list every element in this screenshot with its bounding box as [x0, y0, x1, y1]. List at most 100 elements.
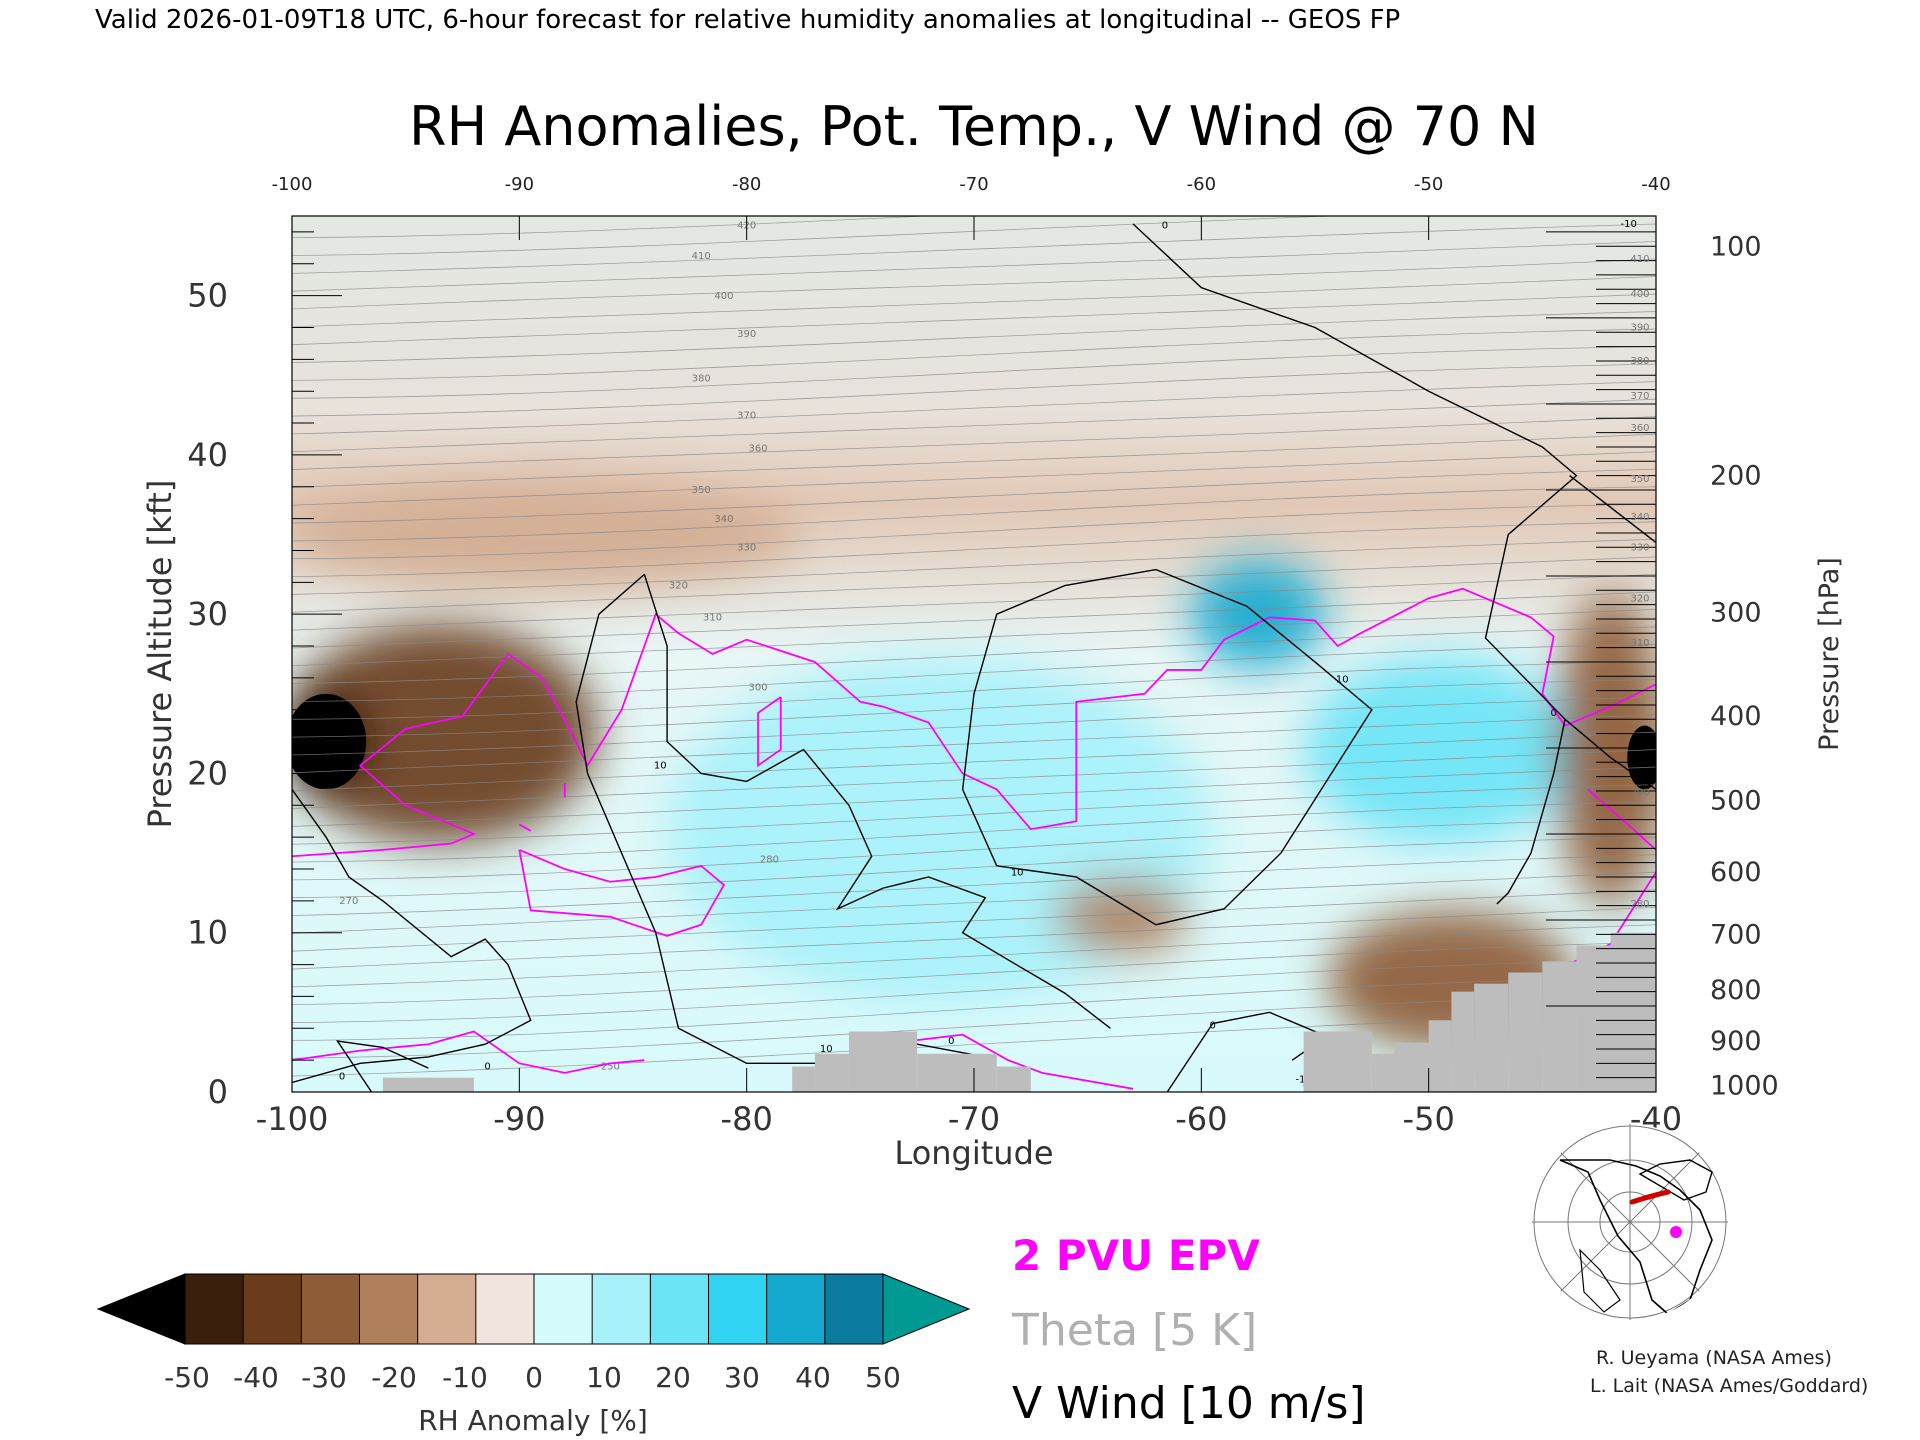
colorbar-tick-label: -50 [164, 1361, 210, 1394]
theta-line [292, 749, 1656, 809]
theta-contour-label: 270 [339, 896, 358, 907]
y-left-tick-label: 0 [208, 1073, 228, 1111]
x-tick-label: -100 [256, 1100, 329, 1138]
epv-contour-8 [1587, 788, 1656, 851]
terrain-block [1610, 932, 1656, 1092]
colorbar-tick-labels: -50 -40 -30 -20 -10 0 10 20 30 40 50 [164, 1361, 901, 1394]
colorbar-low-arrow [96, 1273, 186, 1345]
colorbar-swatch [243, 1274, 302, 1344]
rh-anomaly-field [292, 216, 1656, 1092]
theta-contour-label: 400 [714, 291, 733, 302]
theta-label-right: 320 [1630, 593, 1649, 604]
theta-label-right: 280 [1630, 899, 1649, 910]
theta-line [292, 258, 1656, 310]
theta-line [292, 696, 1656, 756]
y-left-tick-label: 20 [187, 754, 228, 792]
theta-line [292, 486, 1656, 542]
theta-line [292, 994, 1656, 1059]
epv-contour-6 [882, 1033, 1134, 1090]
theta-line [292, 801, 1656, 863]
theta-label-right: 380 [1630, 356, 1649, 367]
colorbar-swatch [475, 1274, 535, 1344]
x-top-tick-label: -100 [272, 174, 313, 195]
colorbar-swatch [359, 1274, 419, 1344]
terrain-block [1451, 991, 1475, 1092]
epv-contour-0 [292, 587, 1656, 858]
theta-contour-label: 250 [601, 1062, 620, 1073]
terrain-block [848, 1031, 918, 1092]
theta-line [292, 959, 1656, 1023]
colorbar-tick-label: 10 [586, 1361, 622, 1394]
wind-contour-label: 10 [820, 1044, 833, 1055]
valid-line: Valid 2026-01-09T18 UTC, 6-hour forecast… [95, 5, 1400, 35]
theta-line [292, 521, 1656, 577]
x-top-tick-labels: -100 -90 -80 -70 -60 -50 -40 [272, 174, 1671, 195]
terrain-block [917, 1053, 997, 1092]
colorbar-swatch [766, 1274, 826, 1344]
wind-contour-label: 0 [1162, 221, 1168, 232]
theta-line [292, 626, 1656, 685]
y-left-tick-label: 40 [187, 436, 228, 474]
y-axis-label-right: Pressure [hPa] [1814, 557, 1845, 751]
x-top-tick-label: -40 [1641, 174, 1670, 195]
colorbar-swatch [417, 1274, 477, 1344]
terrain-block [792, 1066, 815, 1092]
wind-contour-1 [1569, 475, 1656, 544]
terrain-block [1371, 1053, 1395, 1092]
theta-label-right: 360 [1630, 423, 1649, 434]
theta-line [292, 766, 1656, 827]
x-tick-label: -90 [493, 1100, 545, 1138]
colorbar-tick-label: -40 [233, 1361, 279, 1394]
theta-line [292, 328, 1656, 381]
colorbar-swatch [592, 1274, 651, 1344]
colorbar-high-arrow [882, 1273, 971, 1345]
epv-contour-4 [518, 849, 726, 937]
y-right-tick-label: 1000 [1710, 1071, 1779, 1102]
theta-contour-label: 320 [669, 581, 688, 592]
theta-line [292, 819, 1656, 881]
theta-line [292, 223, 1656, 274]
y-right-tick-labels: 100 200 300 400 500 600 700 800 900 1000 [1710, 231, 1779, 1101]
colorbar-swatch [301, 1274, 360, 1344]
theta-label-right: 410 [1630, 254, 1649, 265]
wind-contour-label: 10 [654, 761, 667, 772]
y-right-tick-label: 700 [1710, 919, 1762, 950]
x-tick-label: -60 [1175, 1100, 1227, 1138]
credit-line-1: R. Ueyama (NASA Ames) [1596, 1347, 1832, 1369]
colorbar-tick-label: 50 [865, 1361, 901, 1394]
terrain-block [814, 1053, 849, 1092]
theta-line [292, 784, 1656, 845]
wind-contour-label: -10 [1621, 219, 1637, 230]
theta-line [292, 538, 1656, 595]
wind-contour-label: 0 [948, 1036, 954, 1047]
colorbar-swatch [708, 1274, 768, 1344]
x-top-tick-label: -90 [505, 174, 534, 195]
terrain-block [1303, 1031, 1372, 1092]
theta-label-right: 290 [1630, 788, 1649, 799]
wind-contour-5 [575, 573, 827, 1065]
x-tick-label: -70 [948, 1100, 1000, 1138]
theta-line [292, 311, 1656, 363]
epv-contour-1 [757, 696, 782, 768]
rh-core-0 [292, 693, 367, 790]
colorbar-tick-label: 20 [655, 1361, 691, 1394]
wind-contour-label: 0 [1210, 1020, 1216, 1031]
y-axis-label-left: Pressure Altitude [kft] [141, 480, 179, 829]
x-top-tick-label: -50 [1414, 174, 1443, 195]
theta-contour-label: 330 [737, 542, 756, 553]
plot-area: 4204104003903803703603503403303203103002… [292, 216, 1656, 1092]
y-right-tick-label: 600 [1710, 857, 1762, 888]
y-left-tick-label: 30 [187, 595, 228, 633]
x-tick-label: -80 [721, 1100, 773, 1138]
theta-contour-label: 300 [748, 683, 767, 694]
rh-region-6 [1305, 655, 1576, 844]
x-tick-label: -50 [1403, 1100, 1455, 1138]
theta-contour-label: 410 [692, 251, 711, 262]
rh-region-8 [1054, 878, 1189, 955]
y-right-tick-label: 400 [1710, 701, 1762, 732]
terrain-mask [382, 932, 1656, 1092]
rh-core-1 [1627, 725, 1656, 790]
theta-contour-label: 340 [714, 514, 733, 525]
terrain-block [1428, 1020, 1452, 1092]
